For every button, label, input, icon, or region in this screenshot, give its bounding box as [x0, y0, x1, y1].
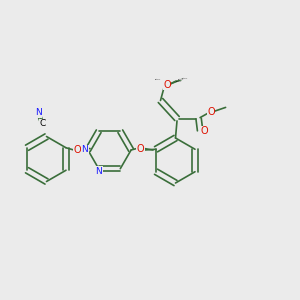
Text: O: O: [200, 126, 208, 136]
Text: O: O: [207, 107, 215, 117]
Text: methoxy: methoxy: [154, 79, 161, 80]
Text: N: N: [35, 108, 42, 117]
Text: C: C: [39, 119, 45, 128]
Text: N: N: [95, 167, 102, 176]
Text: O: O: [136, 143, 144, 154]
Text: N: N: [82, 146, 88, 154]
Text: O: O: [163, 80, 171, 90]
Text: O: O: [74, 145, 81, 155]
Text: methoxy: methoxy: [176, 81, 182, 82]
Text: methoxy: methoxy: [178, 79, 184, 80]
Text: methoxy: methoxy: [182, 78, 188, 80]
